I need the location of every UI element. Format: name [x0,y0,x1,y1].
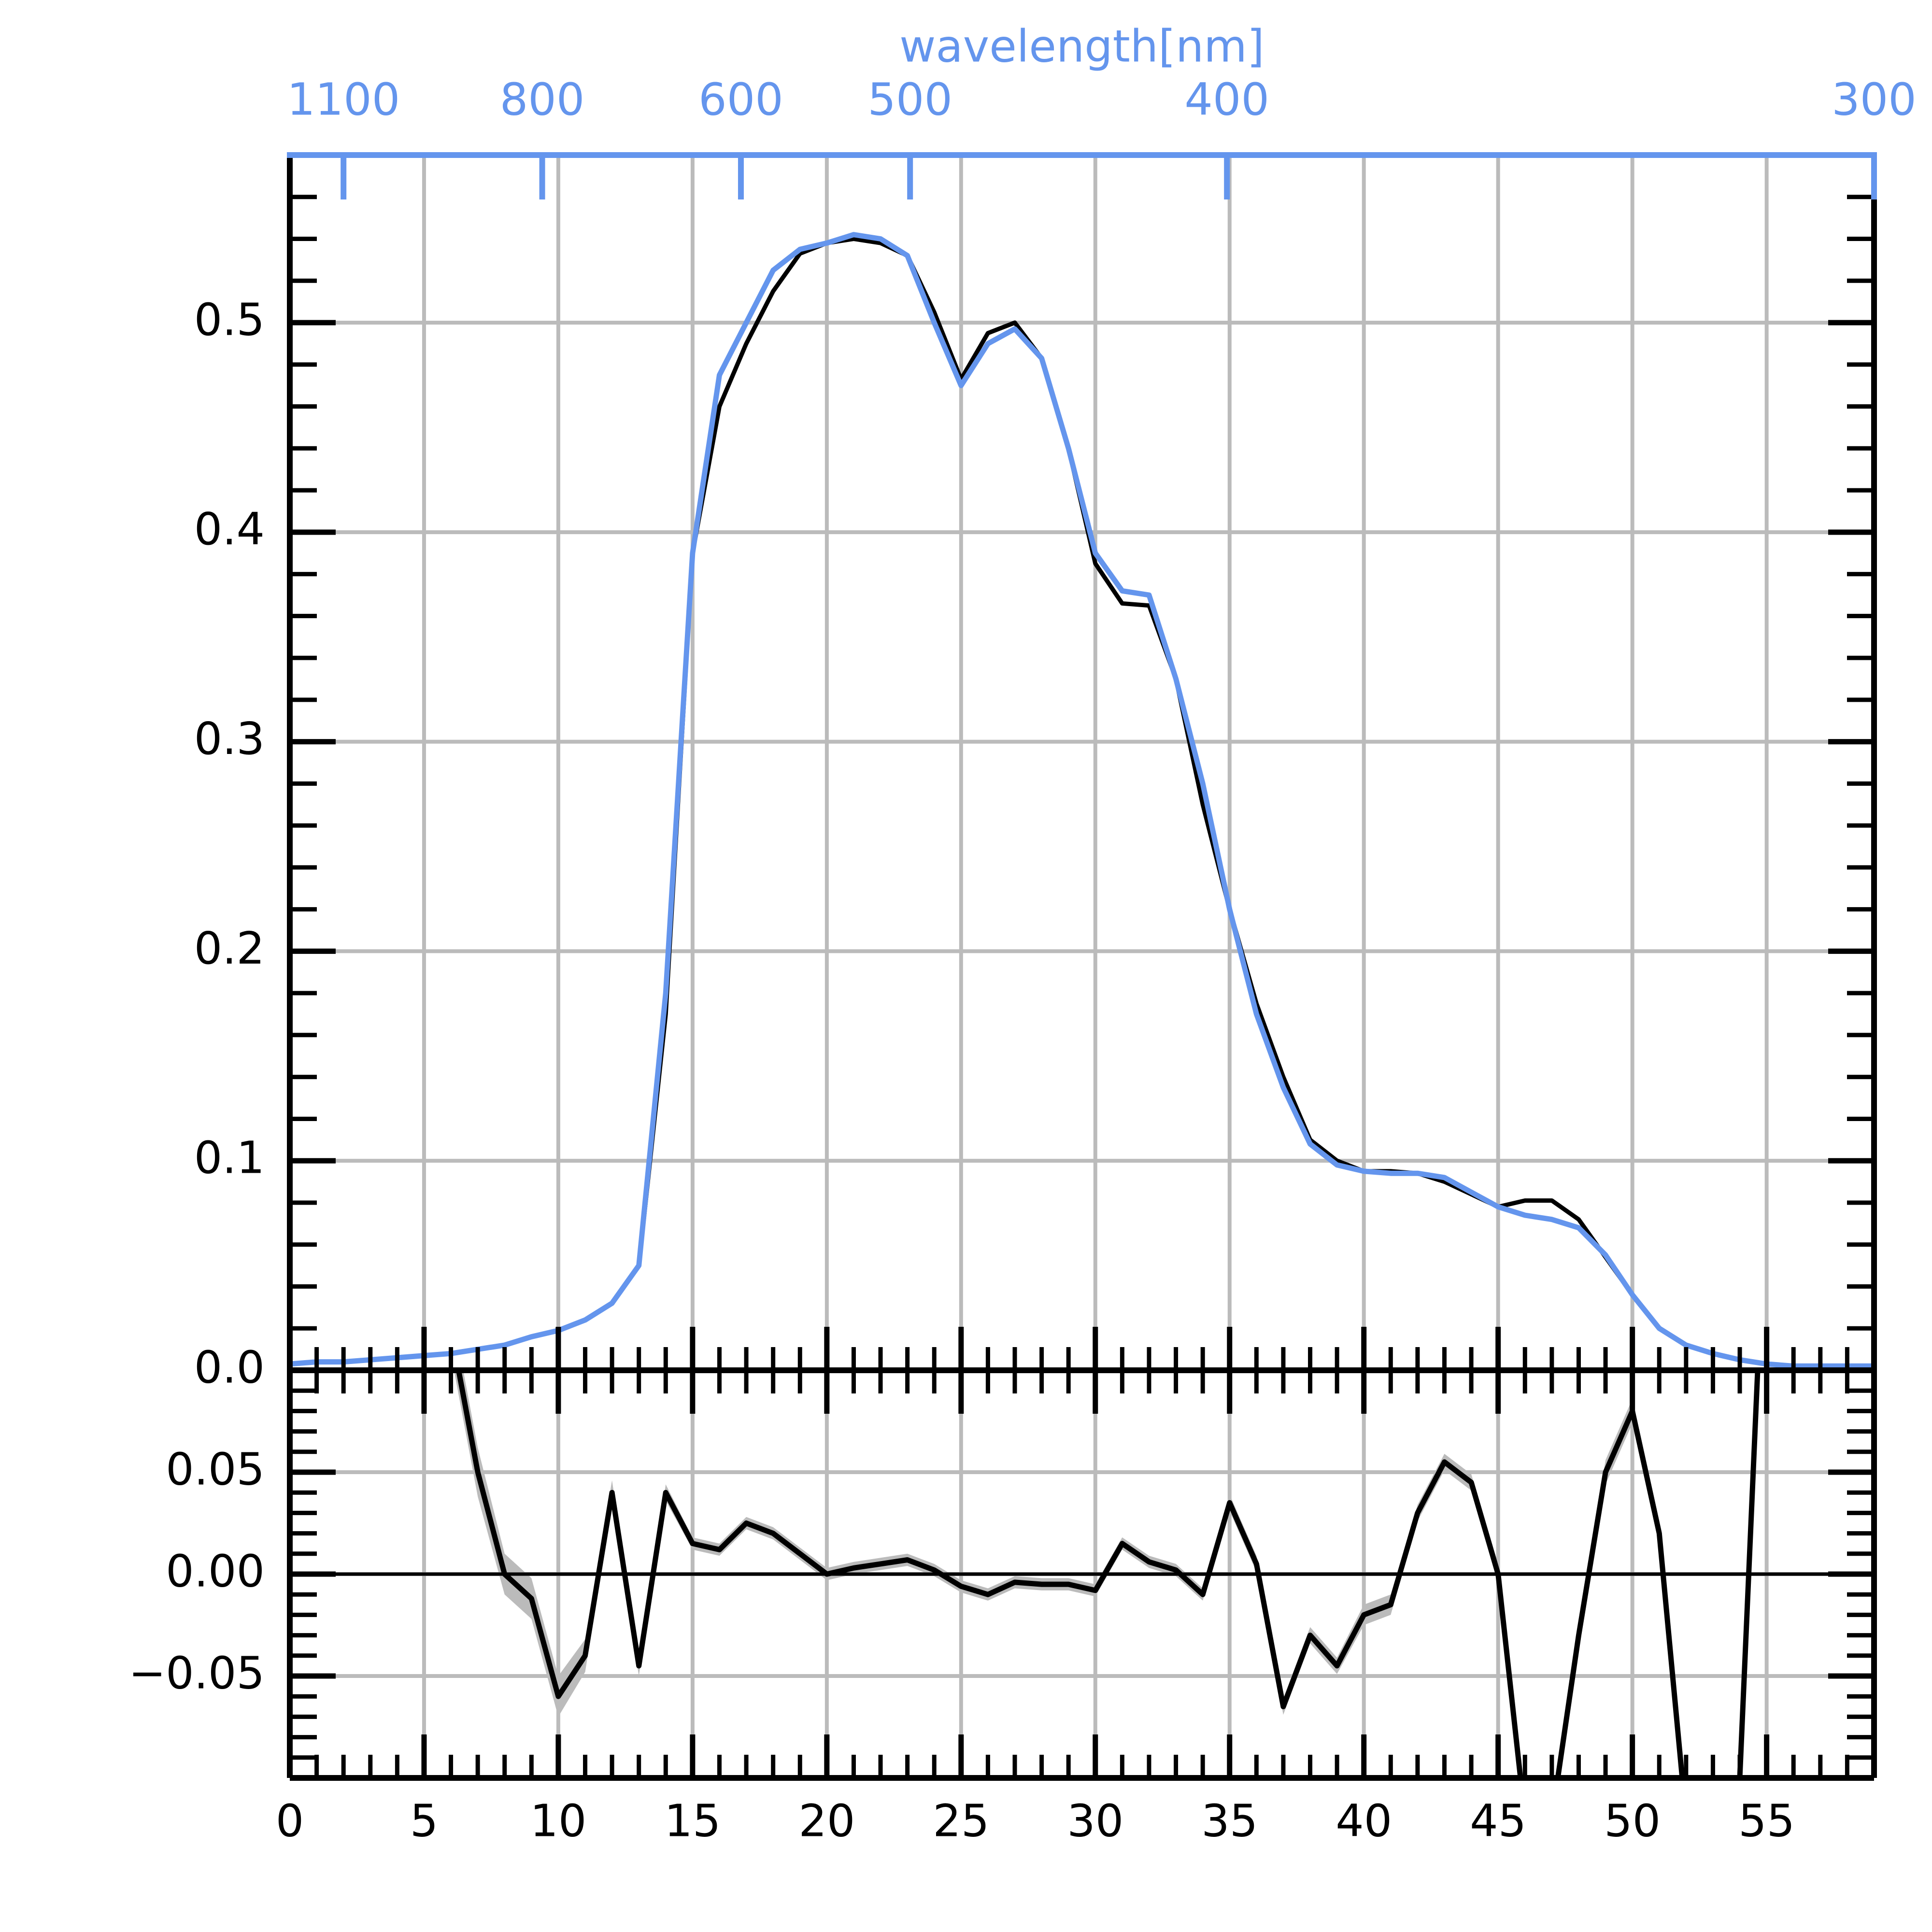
x-tick-label: 35 [1201,1795,1258,1847]
y-tick-label: 0.0 [194,1341,265,1393]
x2-tick-label: 800 [500,73,585,125]
y-tick-label: 0.3 [194,713,265,765]
y-tick-label: 0.00 [166,1545,265,1597]
x-tick-label: 40 [1335,1795,1392,1847]
x-tick-label: 45 [1470,1795,1526,1847]
x-tick-label: 30 [1067,1795,1123,1847]
data-line [290,232,1874,1369]
plot-area [290,1370,1874,1778]
x-tick-label: 0 [276,1795,304,1847]
x-tick-label: 55 [1738,1795,1795,1847]
x2-tick-label: 500 [867,73,952,125]
y-tick-label: 0.2 [194,923,265,974]
x-tick-label: 20 [798,1795,855,1847]
y-tick-label: 0.05 [166,1443,265,1495]
plot-area [290,155,1874,1370]
data-line [290,237,1874,1368]
x2-axis-label: wavelength[nm] [899,20,1264,72]
y-tick-label: 0.5 [194,294,265,345]
x2-tick-label: 400 [1184,73,1269,125]
x-tick-label: 25 [933,1795,989,1847]
x2-tick-label: 300 [1832,73,1917,125]
x-tick-label: 50 [1604,1795,1661,1847]
x-tick-label: 15 [664,1795,721,1847]
x2-tick-label: 1100 [287,73,400,125]
residual-line [455,1370,1761,1778]
y-tick-label: −0.05 [128,1647,265,1699]
x-tick-label: 5 [410,1795,439,1847]
y-tick-label: 0.1 [194,1132,265,1184]
y-tick-label: 0.4 [194,503,265,555]
x-tick-label: 10 [530,1795,586,1847]
x2-tick-label: 600 [698,73,783,125]
